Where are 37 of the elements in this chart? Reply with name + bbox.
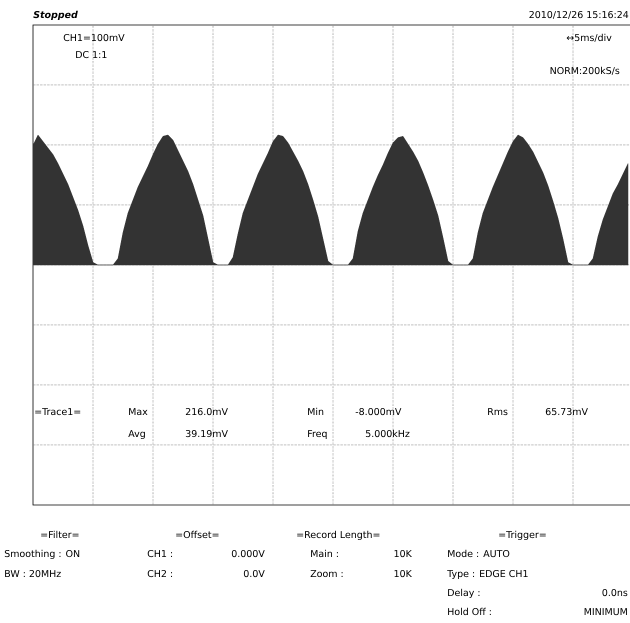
text: 216.0mV <box>186 408 228 416</box>
text: 0.000V <box>232 550 265 558</box>
text: 0.0V <box>244 570 265 578</box>
text: 0.0ns <box>602 588 628 596</box>
text: ↔5ms/div <box>566 34 612 42</box>
text: =Record Length= <box>297 530 380 540</box>
text: MINIMUM <box>584 608 627 616</box>
text: Freq <box>308 430 327 439</box>
text: Stopped <box>33 10 78 20</box>
text: BW : 20MHz <box>5 570 61 578</box>
text: 10K <box>394 550 412 558</box>
text: -8.000mV <box>356 408 402 416</box>
text: Mode : AUTO <box>448 550 510 558</box>
text: Avg <box>128 430 145 439</box>
text: CH2 : <box>148 570 172 578</box>
text: Delay : <box>448 588 480 598</box>
text: 5.000kHz <box>366 430 410 438</box>
text: Hold Off : <box>448 608 491 616</box>
text: =Filter= <box>41 530 79 538</box>
text: 39.19mV <box>186 430 228 438</box>
text: Smoothing : ON <box>4 550 80 559</box>
text: Main : <box>311 550 338 558</box>
text: =Trace1= <box>35 408 80 416</box>
text: NORM:200kS/s <box>550 66 620 75</box>
text: DC 1:1 <box>76 50 106 58</box>
text: Min <box>308 408 324 415</box>
text: =Offset= <box>176 530 219 538</box>
text: CH1=100mV <box>64 34 125 42</box>
text: Zoom : <box>310 570 343 578</box>
text: 10K <box>394 570 412 578</box>
text: 65.73mV <box>546 408 588 416</box>
text: 2010/12/26 15:16:24 <box>529 10 628 19</box>
text: Max <box>129 408 148 416</box>
text: Type : EDGE CH1 <box>447 570 528 579</box>
text: CH1 : <box>148 550 172 558</box>
text: =Trigger= <box>499 530 546 540</box>
text: Rms <box>488 408 508 416</box>
